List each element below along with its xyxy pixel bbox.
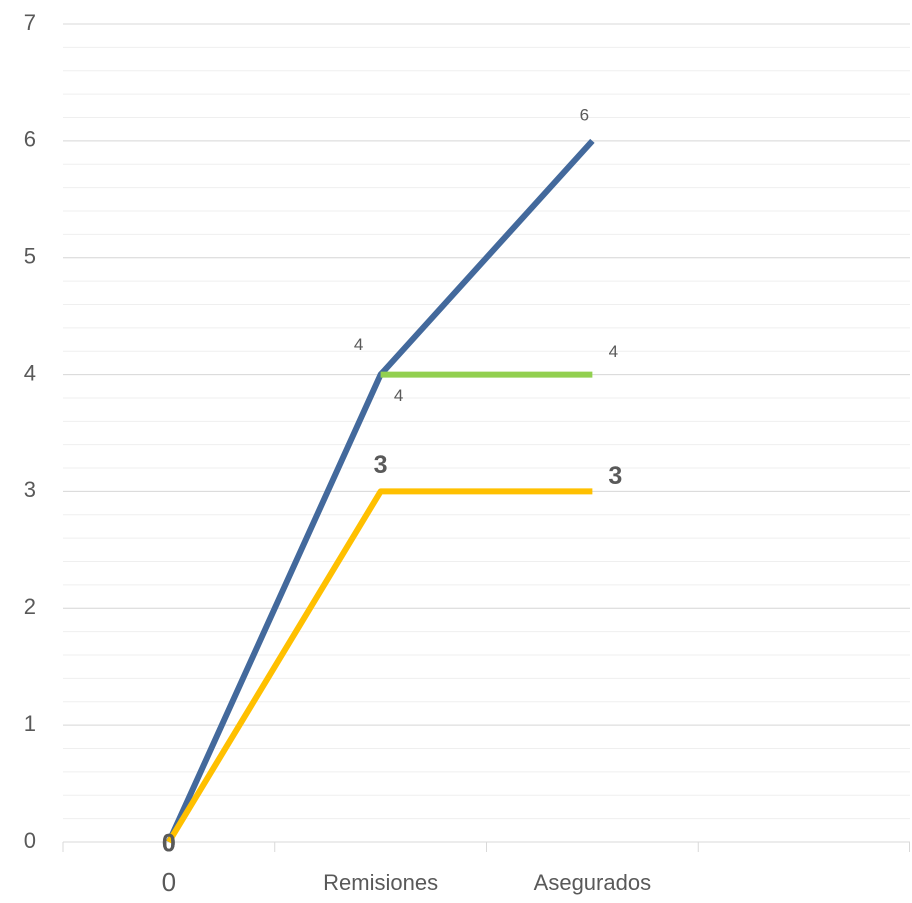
y-tick-label: 0 <box>24 828 36 853</box>
data-label: 4 <box>354 335 363 354</box>
y-tick-label: 2 <box>24 594 36 619</box>
data-label: 3 <box>608 462 622 490</box>
y-tick-label: 7 <box>24 10 36 35</box>
y-tick-label: 6 <box>24 127 36 152</box>
y-tick-label: 5 <box>24 244 36 269</box>
y-tick-label: 3 <box>24 477 36 502</box>
x-tick-label: Remisiones <box>323 870 438 895</box>
y-tick-label: 1 <box>24 711 36 736</box>
y-tick-label: 4 <box>24 360 36 385</box>
x-tick-label: Asegurados <box>534 870 651 895</box>
series-line <box>166 488 593 844</box>
data-label: 4 <box>394 386 403 405</box>
x-tick-label: 0 <box>162 867 176 897</box>
data-label: 0 <box>162 830 176 858</box>
data-label: 3 <box>374 451 388 479</box>
data-label: 6 <box>580 105 589 124</box>
data-label: 4 <box>609 342 618 361</box>
data-label: 0 <box>162 830 176 858</box>
